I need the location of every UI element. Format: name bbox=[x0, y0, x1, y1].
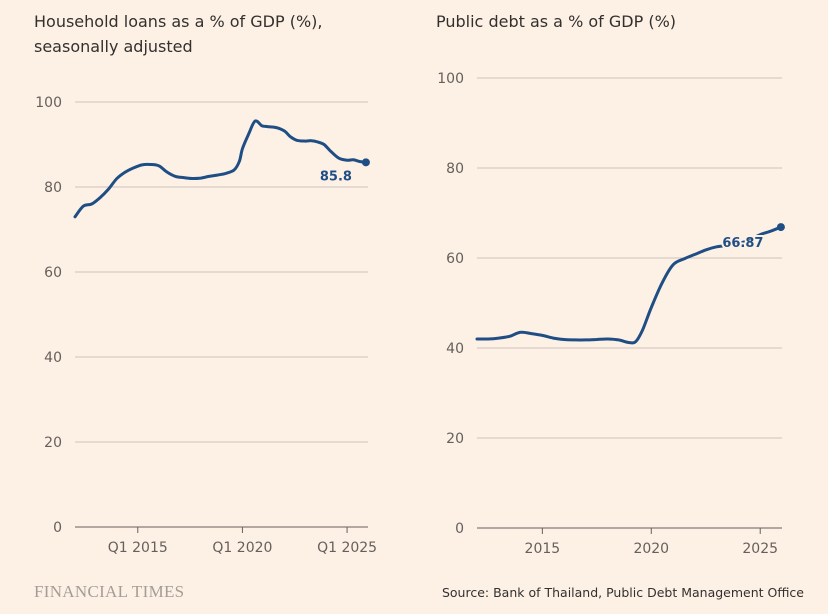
x-tick-label: 2015 bbox=[525, 541, 561, 557]
x-tick-label: 2025 bbox=[742, 541, 778, 557]
y-tick-label: 80 bbox=[446, 161, 464, 177]
y-tick-label: 100 bbox=[35, 95, 62, 111]
end-value-label: 85.8 bbox=[320, 169, 352, 184]
financial-times-logo: FINANCIAL TIMES bbox=[34, 582, 185, 601]
y-tick-label: 40 bbox=[44, 350, 62, 366]
y-tick-label: 100 bbox=[437, 71, 464, 87]
y-tick-label: 0 bbox=[53, 520, 62, 536]
x-tick-label: Q1 2020 bbox=[212, 540, 272, 556]
y-tick-label: 60 bbox=[44, 265, 62, 281]
series-line-public-debt bbox=[475, 225, 783, 345]
x-tick-label: Q1 2025 bbox=[317, 540, 377, 556]
chart-household-loans: 0 20 40 60 80 100 Q1 2015 Q1 2020 Q1 2025 85.8 bbox=[35, 95, 377, 556]
end-point-marker bbox=[776, 223, 785, 232]
y-tick-label: 0 bbox=[455, 521, 464, 537]
end-point-marker bbox=[361, 158, 370, 167]
chart-title-household-loans: Household loans as a % of GDP (%), seaso… bbox=[34, 12, 323, 56]
y-tick-label: 60 bbox=[446, 251, 464, 267]
series-line-household-loans bbox=[73, 119, 368, 219]
y-tick-label: 20 bbox=[44, 435, 62, 451]
y-tick-label: 20 bbox=[446, 431, 464, 447]
chart-title-public-debt: Public debt as a % of GDP (%) bbox=[436, 12, 677, 31]
x-tick-label: Q1 2015 bbox=[108, 540, 168, 556]
y-tick-label: 80 bbox=[44, 180, 62, 196]
end-value-label: 66.87 bbox=[722, 236, 763, 251]
y-tick-label: 40 bbox=[446, 341, 464, 357]
chart-public-debt: 0 20 40 60 80 100 2015 2020 2025 66.87 bbox=[437, 71, 785, 557]
x-tick-label: 2020 bbox=[633, 541, 669, 557]
source-note: Source: Bank of Thailand, Public Debt Ma… bbox=[441, 585, 804, 600]
